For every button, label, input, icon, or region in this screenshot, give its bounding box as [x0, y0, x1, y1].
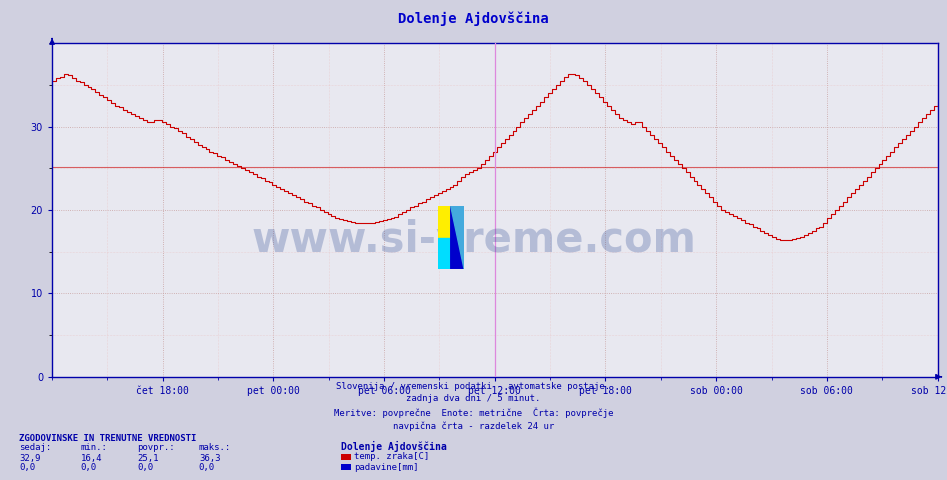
- Text: padavine[mm]: padavine[mm]: [354, 463, 419, 472]
- Text: Dolenje Ajdovščina: Dolenje Ajdovščina: [398, 12, 549, 26]
- Bar: [438, 238, 451, 269]
- Text: 0,0: 0,0: [199, 463, 215, 472]
- Polygon shape: [451, 206, 464, 269]
- Polygon shape: [451, 206, 464, 269]
- Text: 0,0: 0,0: [19, 463, 35, 472]
- Text: www.si-vreme.com: www.si-vreme.com: [251, 219, 696, 261]
- Text: ZGODOVINSKE IN TRENUTNE VREDNOSTI: ZGODOVINSKE IN TRENUTNE VREDNOSTI: [19, 434, 196, 444]
- Text: sedaj:: sedaj:: [19, 443, 51, 452]
- Text: 16,4: 16,4: [80, 454, 102, 463]
- Text: temp. zraka[C]: temp. zraka[C]: [354, 453, 429, 461]
- Text: 25,1: 25,1: [137, 454, 159, 463]
- Text: 0,0: 0,0: [80, 463, 97, 472]
- Text: 0,0: 0,0: [137, 463, 153, 472]
- Text: povpr.:: povpr.:: [137, 443, 175, 452]
- Text: 36,3: 36,3: [199, 454, 221, 463]
- Text: 32,9: 32,9: [19, 454, 41, 463]
- Text: Dolenje Ajdovščina: Dolenje Ajdovščina: [341, 441, 447, 452]
- Bar: [438, 206, 451, 238]
- Text: min.:: min.:: [80, 443, 107, 452]
- Text: Slovenija / vremenski podatki - avtomatske postaje.
zadnja dva dni / 5 minut.
Me: Slovenija / vremenski podatki - avtomats…: [333, 382, 614, 431]
- Text: maks.:: maks.:: [199, 443, 231, 452]
